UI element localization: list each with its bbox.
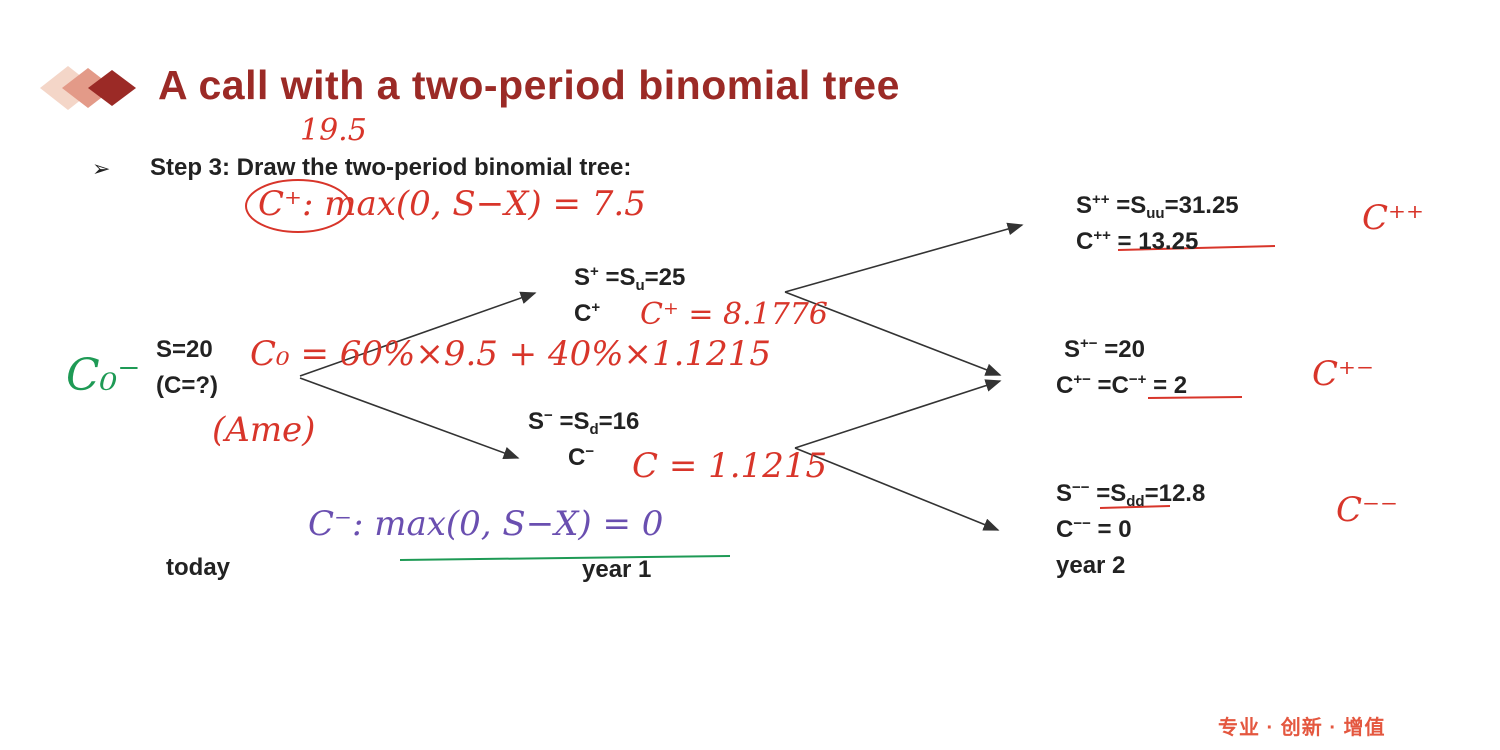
node-ud: S+− =20 C+− =C−+ = 2 (1056, 335, 1188, 399)
node-down: S− =Sd=16 C− (528, 407, 640, 471)
slide-logo-diamonds (40, 66, 136, 110)
arrow-down-dd (794, 447, 1000, 531)
annotation-ame: (Ame) (212, 410, 316, 450)
arrow-up-uu (784, 222, 1024, 293)
annotation-c-minus-value: C = 1.1215 (632, 446, 828, 486)
node-today: S=20 (C=?) (156, 332, 218, 404)
node-dd: S−− =Sdd=12.8 C−− = 0 year 2 (1056, 476, 1205, 584)
annotation-c-plus-formula: C⁺: max(0, S−X) = 7.5 (258, 184, 646, 224)
today-stock: S=20 (156, 336, 213, 363)
annotation-c-plus-value: C⁺ = 8.1776 (640, 297, 828, 332)
footer-slogan: 专业 · 创新 · 增值 (1218, 717, 1386, 739)
label-year2: year 2 (1056, 552, 1126, 579)
annotation-cpm: C⁺⁻ (1312, 354, 1374, 394)
annotation-c0-formula: C₀ = 60%×9.5 + 40%×1.1215 (250, 334, 772, 374)
annotation-c0-green: C₀⁻ (66, 350, 141, 401)
node-up: S+ =Su=25 C+ (574, 263, 686, 327)
arrowhead-bullet-icon: ➢ (92, 156, 111, 181)
node-uu: S++ =Suu=31.25 C++ = 13.25 (1076, 191, 1239, 255)
arrow-up-ud (784, 291, 1002, 376)
slide-title: A call with a two-period binomial tree (158, 62, 900, 108)
annotation-c-minus-formula: C⁻: max(0, S−X) = 0 (308, 504, 664, 544)
arrow-today-down (299, 377, 520, 460)
arrow-down-ud (794, 379, 1002, 449)
annotation-top: 19.5 (300, 113, 367, 148)
annotation-cmm: C⁻⁻ (1336, 490, 1398, 530)
label-year1: year 1 (582, 556, 652, 583)
label-today: today (166, 554, 231, 581)
arrow-today-up (299, 291, 537, 377)
today-call: (C=?) (156, 372, 218, 399)
annotation-cpp: C⁺⁺ (1362, 198, 1424, 238)
step-heading: Step 3: Draw the two-period binomial tre… (150, 154, 632, 181)
